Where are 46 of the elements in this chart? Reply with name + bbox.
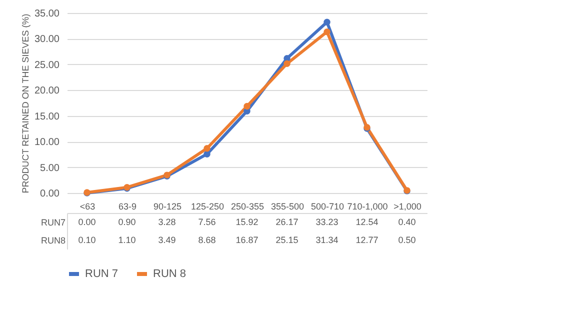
y-tick-label: 0.00 [40, 188, 60, 200]
data-label: 0.00 [78, 217, 96, 227]
data-label: 25.15 [276, 235, 298, 245]
y-tick-label: 15.00 [34, 111, 60, 122]
y-tick-label: 35.00 [34, 8, 60, 20]
legend-label: RUN 8 [153, 268, 186, 280]
point [204, 150, 210, 158]
point [204, 145, 210, 152]
x-tick-label: 710-1,000 [347, 202, 388, 212]
x-tick-label: 355-500 [270, 202, 304, 212]
y-tick-label: 5.00 [40, 162, 60, 174]
data-label: 33.23 [316, 217, 338, 227]
x-tick-label: 90-125 [153, 202, 182, 212]
data-label: 16.87 [236, 235, 258, 245]
x-tick-label: >1,000 [394, 202, 422, 212]
text: RUN7 [40, 218, 66, 228]
data-label: 1.10 [118, 235, 136, 245]
data-label: 31.34 [316, 235, 338, 245]
point [284, 60, 290, 68]
data-label: 3.28 [158, 217, 176, 227]
y-tick-label: 20.00 [34, 86, 60, 97]
data-label: 7.56 [198, 217, 216, 227]
text: RUN8 [40, 236, 66, 246]
y-tick-label: 25.00 [34, 60, 60, 71]
data-label: 26.17 [276, 217, 298, 227]
data-label: 12.54 [356, 217, 378, 227]
point [324, 18, 330, 26]
data-label: 15.92 [236, 217, 258, 227]
data-label: 0.50 [398, 235, 416, 245]
x-tick-label: 250-355 [230, 202, 264, 212]
data-label: 12.77 [356, 235, 378, 245]
y-tick-label: 30.00 [34, 34, 60, 46]
data-label: 0.90 [118, 217, 136, 227]
y-tick-label: 10.00 [34, 137, 60, 148]
x-tick-label: <63 [80, 202, 96, 212]
data-label: 0.10 [78, 235, 96, 245]
x-tick-label: 125-250 [190, 202, 224, 212]
x-tick-label: 500-710 [310, 202, 344, 212]
point [244, 102, 250, 110]
legend-label: RUN 7 [85, 268, 118, 280]
y-axis-title: PRODUCT RETAINED ON THE SIEVES (%) [20, 14, 30, 194]
data-label: 3.49 [158, 235, 176, 245]
x-tick-label: 63-9 [118, 202, 137, 212]
data-label: 8.68 [198, 235, 216, 245]
point [324, 28, 330, 36]
data-label: 0.40 [398, 217, 416, 227]
